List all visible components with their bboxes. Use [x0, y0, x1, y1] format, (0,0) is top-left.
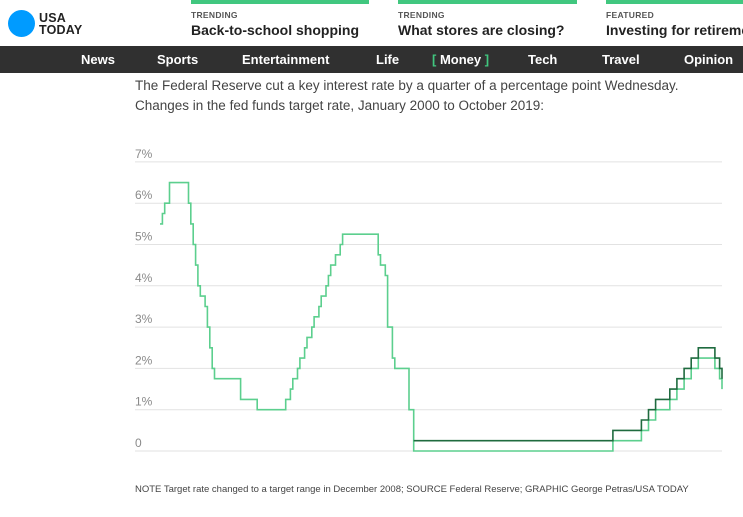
chart-intro-text: The Federal Reserve cut a key interest r…: [135, 78, 679, 113]
active-bracket-open: [: [432, 52, 437, 67]
active-bracket-close: ]: [484, 52, 490, 67]
y-tick-label: 5%: [135, 230, 153, 244]
logo-line-1: USA: [39, 10, 66, 25]
logo-wordmark: USA TODAY: [39, 10, 83, 37]
y-tick-label: 1%: [135, 395, 153, 409]
promo-headline[interactable]: Back-to-school shopping: [191, 22, 359, 38]
logo-circle-icon: [8, 10, 35, 37]
nav-item-life[interactable]: Life: [376, 52, 400, 67]
y-tick-label: 2%: [135, 353, 153, 367]
promo-stores-closing[interactable]: TRENDING What stores are closing?: [398, 0, 577, 46]
nav-item-news[interactable]: News: [81, 52, 115, 67]
y-tick-label: 3%: [135, 312, 153, 326]
usa-today-logo[interactable]: USA TODAY: [8, 10, 82, 37]
y-tick-label: 7%: [135, 147, 153, 161]
nav-item-money[interactable]: [ Money ]: [432, 46, 489, 73]
nav-item-travel[interactable]: Travel: [602, 52, 640, 67]
nav-item-money-label: Money: [439, 52, 482, 67]
nav-item-opinion[interactable]: Opinion: [684, 52, 734, 67]
promo-headline[interactable]: What stores are closing?: [398, 22, 565, 38]
promo-kicker: TRENDING: [398, 10, 445, 20]
top-bar: USA TODAY TRENDING Back-to-school shoppi…: [0, 0, 743, 46]
y-tick-label: 0: [135, 436, 142, 450]
main-nav: News Sports Entertainment Life [ Money ]…: [0, 46, 743, 73]
chart-source-note: NOTE Target rate changed to a target ran…: [135, 484, 689, 495]
promo-kicker: FEATURED: [606, 10, 655, 20]
promo-headline[interactable]: Investing for retirement: [606, 22, 743, 38]
promo-accent-bar: [191, 0, 369, 4]
promo-kicker: TRENDING: [191, 10, 238, 20]
nav-item-entertainment[interactable]: Entertainment: [242, 52, 330, 67]
promo-accent-bar: [606, 0, 743, 4]
promo-investing-retirement[interactable]: FEATURED Investing for retirement: [606, 0, 743, 46]
y-tick-label: 4%: [135, 271, 153, 285]
nav-item-sports[interactable]: Sports: [157, 52, 199, 67]
logo-line-2: TODAY: [39, 22, 83, 37]
nav-item-tech[interactable]: Tech: [528, 52, 558, 67]
series-line-lower: [160, 181, 723, 452]
promo-back-to-school[interactable]: TRENDING Back-to-school shopping: [191, 0, 369, 46]
y-tick-label: 6%: [135, 188, 153, 202]
promo-accent-bar: [398, 0, 577, 4]
series-line-upper: [413, 347, 723, 442]
